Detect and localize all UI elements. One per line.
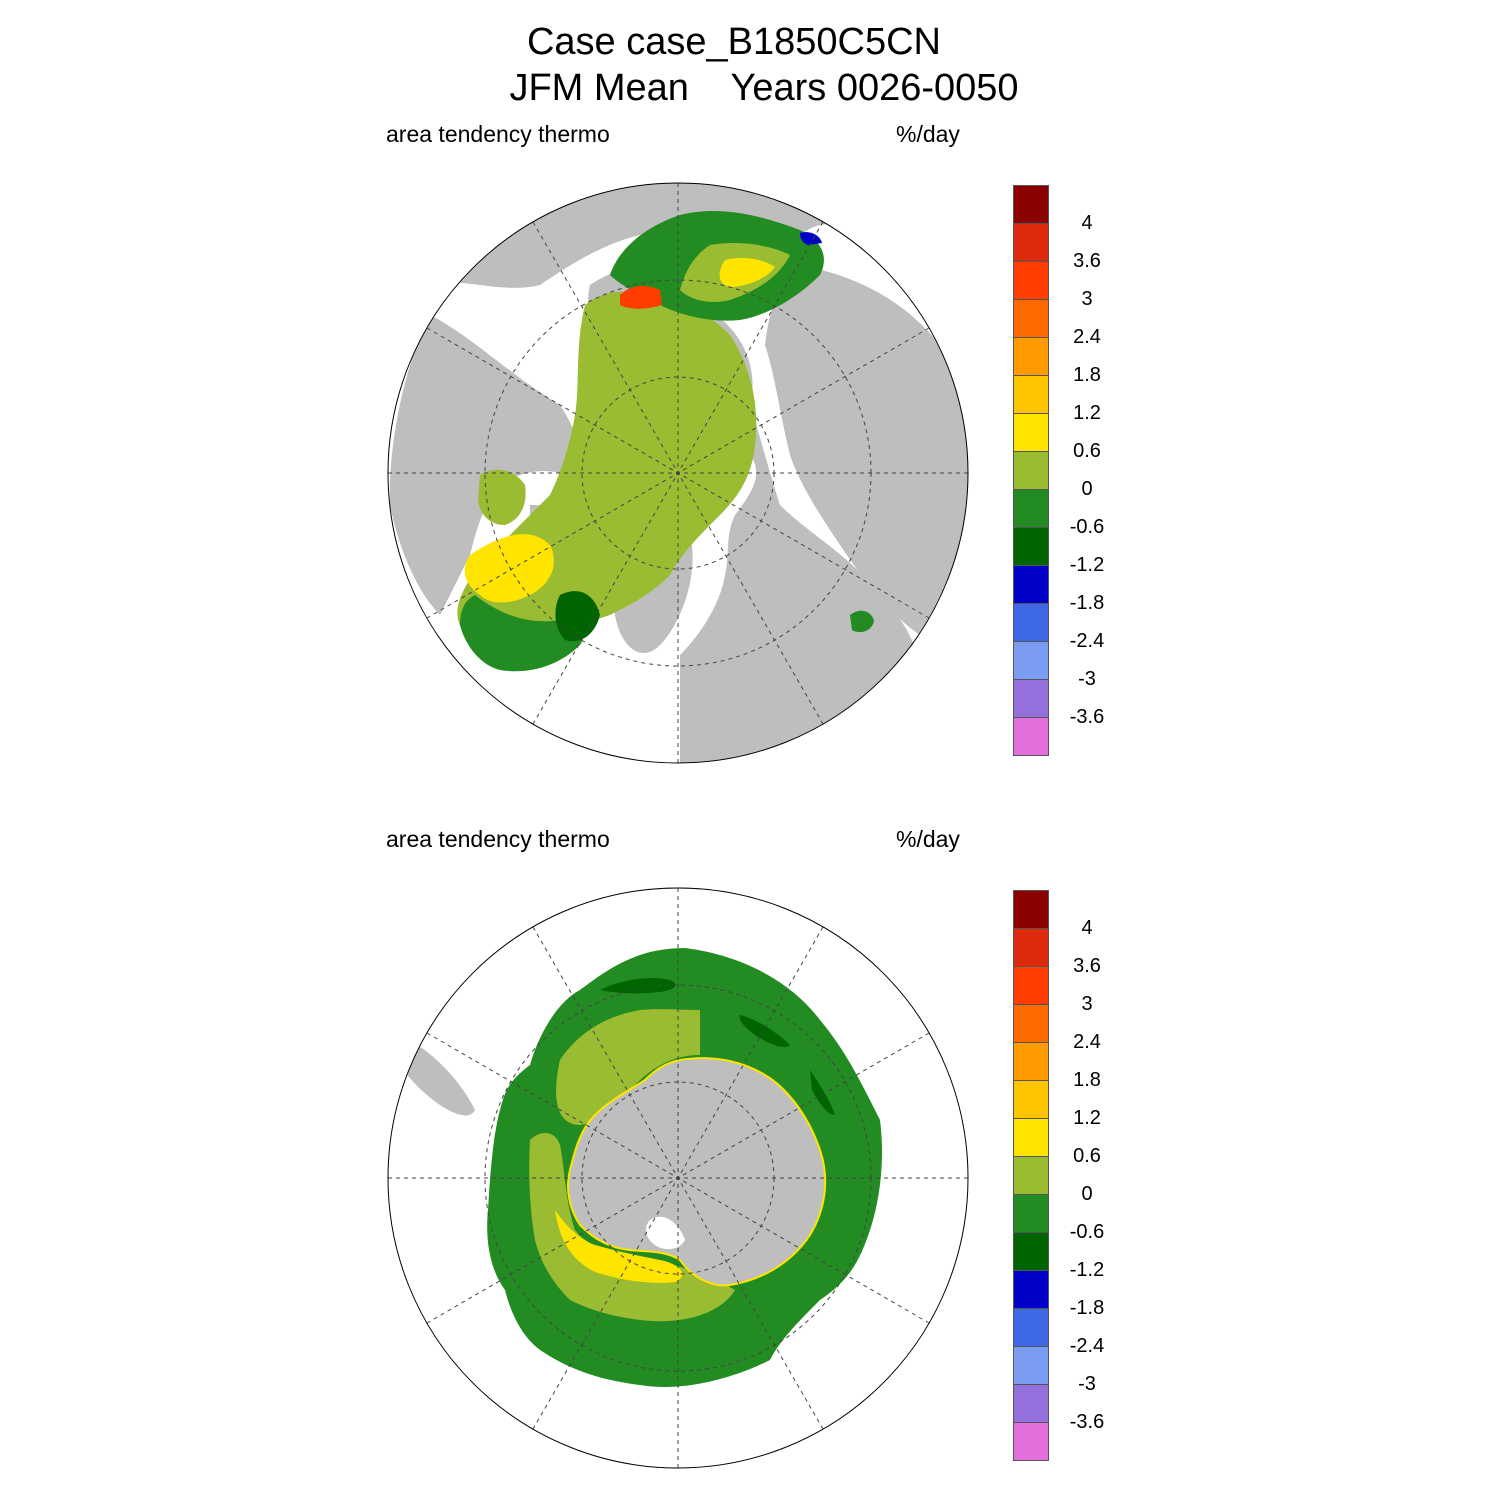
figure-title-line1: Case case_B1850C5CN <box>526 21 941 63</box>
north-colorbar-box <box>1013 185 1049 224</box>
south-map-boundary <box>387 887 969 1469</box>
south-colorbar-tick-label: 3 <box>1081 993 1093 1015</box>
north-colorbar-tick-label: -3 <box>1078 668 1096 690</box>
north-colorbar-box <box>1013 527 1049 566</box>
north-colorbar-tick-label: 0 <box>1081 478 1093 500</box>
north-colorbar-box <box>1013 451 1049 490</box>
north-colorbar-box <box>1013 489 1049 528</box>
north-colorbar-box <box>1013 679 1049 718</box>
south-polar-map <box>387 887 969 1469</box>
south-colorbar-tick-label: 2.4 <box>1073 1031 1101 1053</box>
panel2-variable-label: area tendency thermo <box>386 826 610 852</box>
north-colorbar-tick-label: 0.6 <box>1073 440 1101 462</box>
north-colorbar-box <box>1013 413 1049 452</box>
north-colorbar-box <box>1013 641 1049 680</box>
south-colorbar-box <box>1013 890 1049 929</box>
south-colorbar-tick-label: -2.4 <box>1069 1335 1105 1357</box>
north-colorbar-tick-label: -3.6 <box>1069 706 1105 728</box>
north-colorbar-tick-label: 3.6 <box>1073 250 1101 272</box>
south-colorbar-box <box>1013 1346 1049 1385</box>
south-colorbar-tick-label: 4 <box>1081 917 1093 939</box>
south-colorbar-tick-label: 0 <box>1081 1183 1093 1205</box>
north-colorbar-box <box>1013 223 1049 262</box>
north-colorbar-tick-label: -1.2 <box>1069 554 1105 576</box>
ross-ice-shelf <box>645 1216 685 1250</box>
panel2-units-label: %/day <box>896 826 960 852</box>
north-colorbar-tick-label: 4 <box>1081 212 1093 234</box>
north-colorbar-tick-label: 2.4 <box>1073 326 1101 348</box>
north-colorbar-tick-label: -1.8 <box>1069 592 1105 614</box>
south-colorbar-box <box>1013 1080 1049 1119</box>
south-colorbar-tick-label: 0.6 <box>1073 1145 1101 1167</box>
north-colorbar-box <box>1013 603 1049 642</box>
north-ice-field <box>457 210 874 672</box>
south-america-tip <box>400 1040 475 1116</box>
south-colorbar-box <box>1013 1118 1049 1157</box>
north-colorbar <box>1013 185 1049 757</box>
north-polar-map <box>387 182 969 764</box>
south-colorbar-tick-label: -3.6 <box>1069 1411 1105 1433</box>
south-colorbar-box <box>1013 1004 1049 1043</box>
south-colorbar-tick-label: -3 <box>1078 1373 1096 1395</box>
south-colorbar-box <box>1013 1156 1049 1195</box>
panel1-variable-label: area tendency thermo <box>386 121 610 147</box>
north-colorbar-box <box>1013 299 1049 338</box>
figure-title-line2: JFM Mean Years 0026-0050 <box>509 67 1019 109</box>
south-colorbar-box <box>1013 928 1049 967</box>
south-colorbar-box <box>1013 1270 1049 1309</box>
south-colorbar-box <box>1013 1042 1049 1081</box>
north-colorbar-tick-label: 3 <box>1081 288 1093 310</box>
south-colorbar-box <box>1013 1422 1049 1461</box>
south-colorbar-box <box>1013 1384 1049 1423</box>
south-colorbar-tick-label: 1.8 <box>1073 1069 1101 1091</box>
antarctica-land <box>567 1057 827 1287</box>
north-colorbar-box <box>1013 565 1049 604</box>
north-graticule <box>388 183 968 763</box>
north-colorbar-tick-label: -0.6 <box>1069 516 1105 538</box>
south-colorbar-tick-label: 1.2 <box>1073 1107 1101 1129</box>
north-colorbar-tick-label: -2.4 <box>1069 630 1105 652</box>
north-colorbar-box <box>1013 261 1049 300</box>
panel1-units-label: %/day <box>896 121 960 147</box>
north-colorbar-box <box>1013 717 1049 756</box>
south-colorbar <box>1013 890 1049 1462</box>
north-colorbar-tick-label: 1.2 <box>1073 402 1101 424</box>
south-colorbar-box <box>1013 966 1049 1005</box>
north-colorbar-box <box>1013 337 1049 376</box>
north-colorbar-tick-label: 1.8 <box>1073 364 1101 386</box>
south-colorbar-box <box>1013 1194 1049 1233</box>
south-colorbar-box <box>1013 1232 1049 1271</box>
south-colorbar-tick-label: 3.6 <box>1073 955 1101 977</box>
south-colorbar-tick-label: -1.8 <box>1069 1297 1105 1319</box>
north-colorbar-box <box>1013 375 1049 414</box>
south-colorbar-tick-label: -1.2 <box>1069 1259 1105 1281</box>
north-map-boundary <box>387 182 969 764</box>
south-colorbar-box <box>1013 1308 1049 1347</box>
south-colorbar-tick-label: -0.6 <box>1069 1221 1105 1243</box>
south-graticule <box>388 888 968 1468</box>
